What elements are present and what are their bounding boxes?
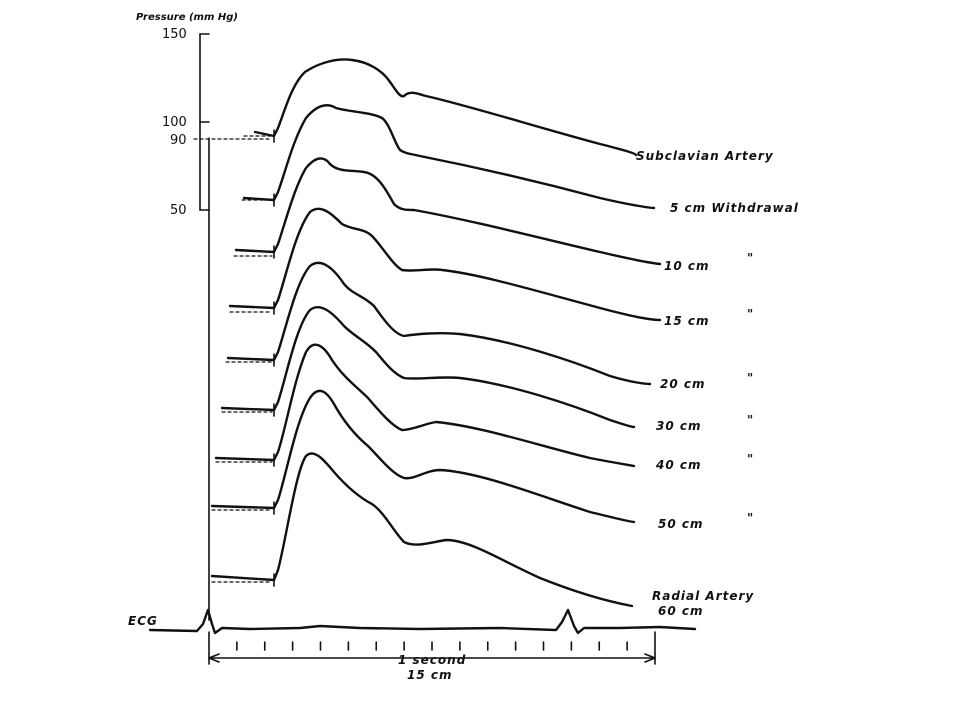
series-ditto-20cm: ": [747, 371, 754, 385]
waveform-50cm: [210, 389, 636, 524]
series-label-50cm: 50 cm: [658, 517, 704, 531]
series-label-10cm: 10 cm: [664, 259, 710, 273]
series-label-subclavian: Subclavian Artery: [636, 149, 774, 163]
waveform-20cm: [226, 261, 652, 386]
pressure-waveforms: [210, 58, 662, 608]
y-tick-label-100: 100: [162, 115, 187, 130]
series-label-20cm: 20 cm: [660, 377, 706, 391]
waveform-10cm: [234, 157, 662, 266]
series-label-5cm: 5 cm Withdrawal: [670, 201, 799, 215]
series-label-30cm: 30 cm: [656, 419, 702, 433]
series-label-radial-60cm: 60 cm: [658, 604, 704, 618]
waveform-30cm: [220, 305, 636, 429]
series-ditto-50cm: ": [747, 511, 754, 525]
waveform-subclavian: [253, 58, 638, 157]
ecg-label: ECG: [128, 614, 158, 628]
series-label-15cm: 15 cm: [664, 314, 710, 328]
series-ditto-30cm: ": [747, 413, 754, 427]
waveform-5cm: [242, 104, 656, 210]
waveform-radial: [210, 452, 634, 608]
waveform-40cm: [214, 343, 636, 468]
y-tick-label-50: 50: [170, 203, 187, 218]
time-axis-label-cm: 15 cm: [407, 668, 453, 682]
series-label-40cm: 40 cm: [655, 458, 702, 472]
ecg-trace: [148, 608, 697, 635]
series-ditto-15cm: ": [747, 307, 754, 321]
y-tick-label-150: 150: [162, 27, 187, 42]
time-axis-ticks: [236, 641, 628, 651]
time-axis-label-seconds: 1 second: [398, 653, 466, 667]
series-ditto-10cm: ": [747, 251, 754, 265]
series-label-radial: Radial Artery: [652, 589, 754, 603]
y-tick-label-90: 90: [170, 133, 187, 148]
series-ditto-40cm: ": [747, 452, 754, 466]
waveform-15cm: [228, 207, 662, 322]
y-axis-title: Pressure (mm Hg): [136, 12, 238, 23]
